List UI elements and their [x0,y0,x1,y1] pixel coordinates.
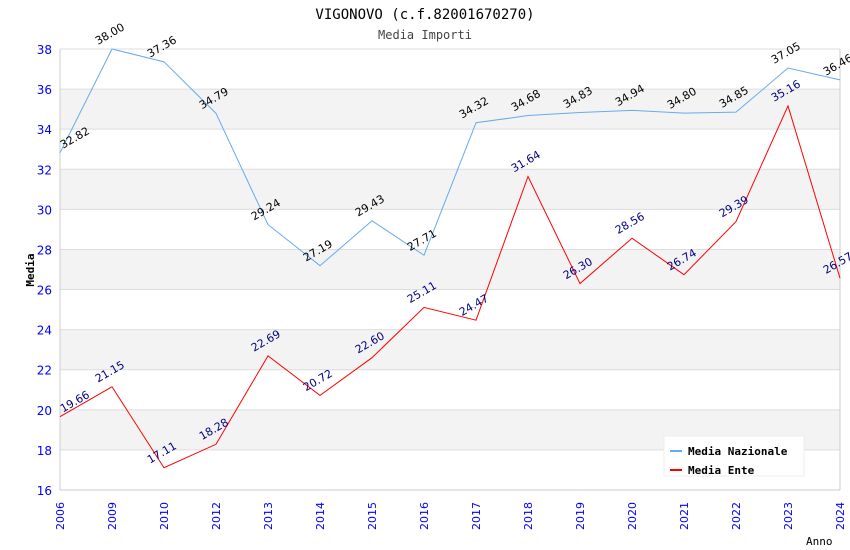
y-tick-label: 34 [37,123,52,137]
series-line-1 [59,104,841,469]
y-tick-label: 20 [37,404,52,418]
y-tick-label: 30 [37,203,52,217]
x-tick-label: 2021 [678,502,691,530]
x-tick-label: 2010 [158,502,171,530]
x-tick-label: 2023 [782,502,795,530]
x-tick-label: 2024 [834,502,847,530]
y-tick-label: 24 [37,324,52,338]
y-tick-label: 26 [37,284,52,298]
legend-label: Media Nazionale [688,445,788,458]
x-tick-label: 2012 [210,502,223,530]
x-tick-label: 2017 [470,502,483,530]
y-tick-label: 22 [37,364,52,378]
grid-band [60,89,840,130]
y-tick-label: 28 [37,243,52,257]
x-tick-label: 2009 [106,502,119,530]
x-tick-label: 2013 [262,502,275,530]
y-tick-label: 16 [37,484,52,498]
data-label: 37.36 [145,33,179,60]
data-label: 20.72 [301,367,335,394]
x-tick-label: 2006 [54,502,67,530]
x-tick-label: 2019 [574,502,587,530]
legend: Media Nazionale Media Ente [663,435,805,477]
series-line-0 [59,48,841,267]
x-tick-label: 2015 [366,502,379,530]
data-label: 37.05 [769,40,803,67]
x-tick-label: 2018 [522,502,535,530]
x-tick-label: 2022 [730,502,743,530]
chart-title: VIGONOVO (c.f.82001670270) [315,7,534,23]
y-tick-label: 32 [37,163,52,177]
y-axis-label: Media [24,253,37,286]
x-axis-label: Anno [806,535,833,548]
x-tick-label: 2016 [418,502,431,530]
legend-box [663,435,805,477]
data-label: 36.46 [821,51,850,78]
grid-band [60,249,840,290]
legend-label: Media Ente [688,464,755,477]
grid-band [60,329,840,370]
y-tick-label: 18 [37,444,52,458]
x-tick-label: 2020 [626,502,639,530]
data-label: 38.00 [93,21,127,48]
chart-subtitle: Media Importi [378,28,472,42]
y-tick-label: 36 [37,83,52,97]
data-label: 28.56 [613,210,647,237]
y-tick-label: 38 [37,43,52,57]
data-label: 24.47 [457,292,491,319]
x-tick-label: 2014 [314,502,327,530]
